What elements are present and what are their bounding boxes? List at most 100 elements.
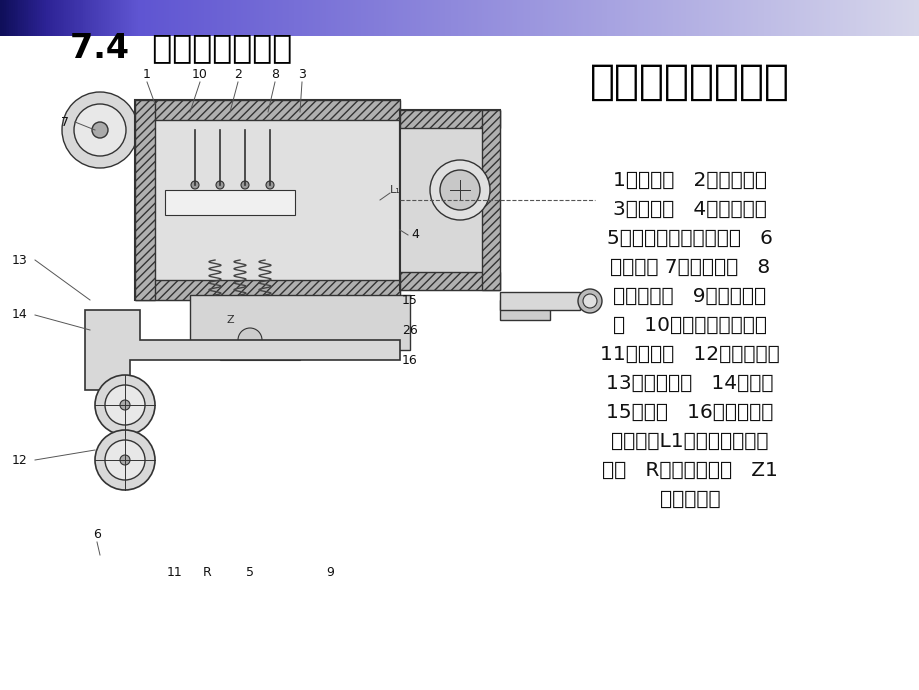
Bar	[162, 0, 165, 36]
Bar	[85, 0, 87, 36]
Bar	[450, 0, 453, 36]
Bar	[555, 0, 558, 36]
Text: 13－调整螺母   14－螺栓: 13－调整螺母 14－螺栓	[606, 373, 773, 393]
Bar	[309, 0, 312, 36]
Bar	[636, 0, 639, 36]
Bar	[68, 0, 71, 36]
Bar	[822, 0, 824, 36]
Bar	[439, 0, 442, 36]
Bar	[153, 0, 155, 36]
Bar	[640, 0, 642, 36]
Bar	[706, 0, 709, 36]
Bar	[682, 0, 685, 36]
Bar	[283, 0, 286, 36]
Bar	[888, 0, 891, 36]
Bar	[51, 0, 54, 36]
Bar	[298, 0, 301, 36]
Bar	[377, 0, 380, 36]
Bar	[890, 0, 892, 36]
Bar	[803, 0, 806, 36]
Polygon shape	[85, 310, 400, 390]
Bar	[818, 0, 821, 36]
Text: 11－推杆头   12－弹簧垫圈: 11－推杆头 12－弹簧垫圈	[599, 344, 779, 364]
Bar	[862, 0, 865, 36]
Bar	[329, 0, 332, 36]
Bar	[823, 0, 826, 36]
Bar	[48, 0, 51, 36]
Bar	[412, 0, 414, 36]
Bar	[252, 0, 255, 36]
Circle shape	[439, 170, 480, 210]
Bar	[46, 0, 49, 36]
Bar	[22, 0, 25, 36]
Bar	[358, 0, 361, 36]
Bar	[241, 0, 244, 36]
Bar	[257, 0, 260, 36]
Bar	[893, 0, 896, 36]
Bar	[612, 0, 615, 36]
Bar	[233, 0, 236, 36]
Bar	[680, 0, 683, 36]
Bar	[305, 0, 308, 36]
Text: Z: Z	[226, 315, 233, 325]
Bar	[509, 0, 512, 36]
Bar	[426, 0, 429, 36]
Bar	[559, 0, 562, 36]
Bar	[232, 0, 234, 36]
Bar	[368, 0, 370, 36]
Bar	[136, 0, 139, 36]
Bar	[443, 0, 446, 36]
Bar	[761, 0, 764, 36]
Bar	[886, 0, 889, 36]
Bar	[641, 0, 644, 36]
Circle shape	[191, 181, 199, 189]
Bar	[842, 0, 845, 36]
Circle shape	[241, 181, 249, 189]
Bar	[651, 0, 653, 36]
Text: 6: 6	[93, 529, 101, 542]
Bar	[327, 0, 330, 36]
Bar	[239, 0, 242, 36]
Bar	[737, 0, 740, 36]
Bar	[190, 295, 410, 350]
Bar	[809, 0, 811, 36]
Bar	[542, 0, 545, 36]
Bar	[880, 0, 883, 36]
Bar	[665, 0, 668, 36]
Bar	[31, 0, 34, 36]
Bar	[849, 0, 852, 36]
Bar	[250, 0, 253, 36]
Bar	[371, 0, 374, 36]
Bar	[151, 0, 153, 36]
Text: 3－活塞杆   4－制动杠杆: 3－活塞杆 4－制动杠杆	[612, 199, 766, 219]
Text: －闸瓦托 7－闸瓦托吊   8: －闸瓦托 7－闸瓦托吊 8	[609, 257, 769, 277]
Bar	[766, 0, 769, 36]
Bar	[562, 0, 565, 36]
Bar	[697, 0, 699, 36]
Bar	[675, 0, 677, 36]
Bar	[135, 100, 400, 300]
Bar	[469, 0, 471, 36]
Bar	[496, 0, 499, 36]
Circle shape	[216, 181, 223, 189]
Bar	[798, 0, 800, 36]
Bar	[662, 0, 664, 36]
Bar	[518, 0, 521, 36]
Text: 26: 26	[402, 324, 417, 337]
Bar	[219, 0, 221, 36]
Bar	[436, 0, 438, 36]
Bar	[92, 0, 95, 36]
Bar	[755, 0, 758, 36]
Bar	[204, 0, 207, 36]
Bar	[608, 0, 611, 36]
Bar	[74, 0, 76, 36]
Bar	[614, 0, 617, 36]
Bar	[164, 0, 166, 36]
Bar	[678, 0, 681, 36]
Bar	[550, 0, 552, 36]
Bar	[726, 0, 729, 36]
Bar	[140, 0, 142, 36]
Bar	[386, 0, 389, 36]
Bar	[369, 0, 372, 36]
Bar	[505, 0, 508, 36]
